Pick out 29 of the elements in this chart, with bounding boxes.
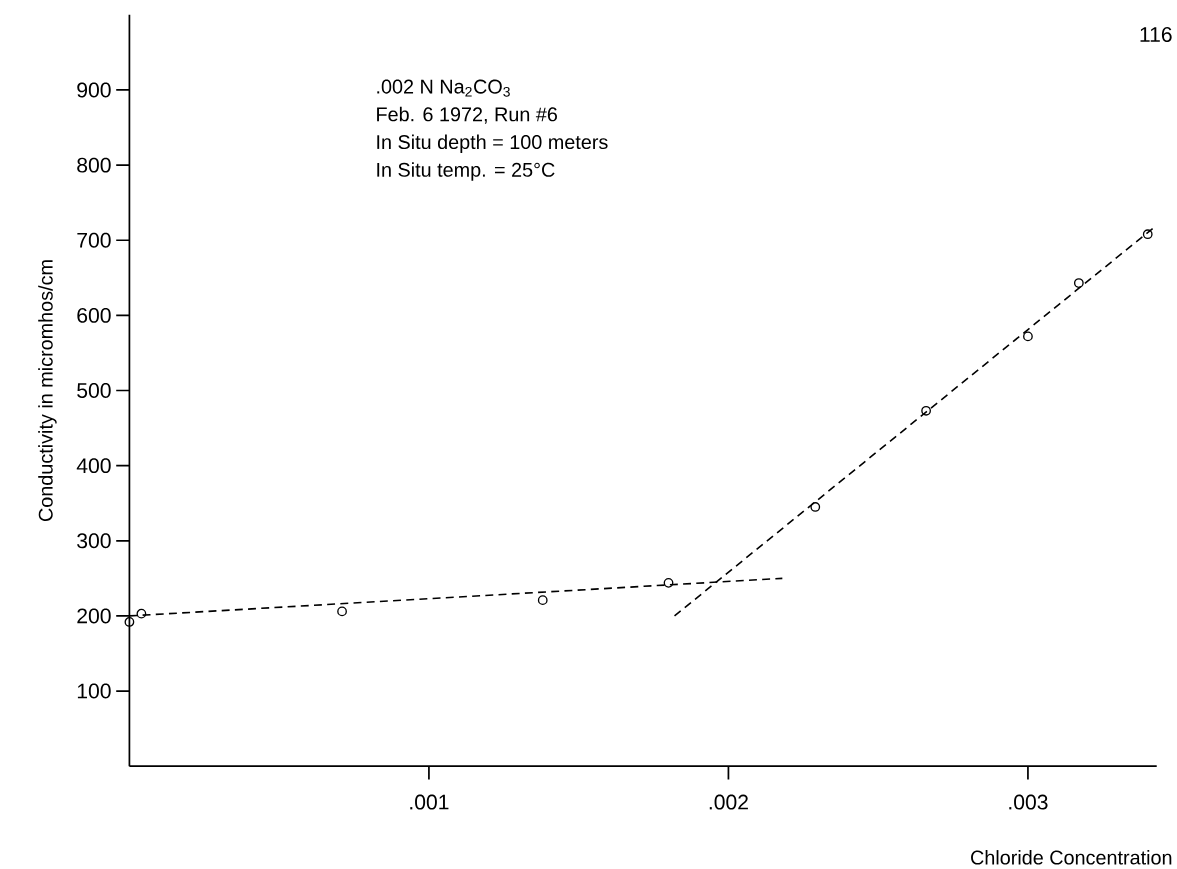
point <box>136 608 147 619</box>
annotation: In Situ temp. = 25°C <box>377 162 555 181</box>
y-tick-label: 100 <box>77 683 111 699</box>
y-tick-label: 500 <box>77 383 111 398</box>
x-tick-label: .003 <box>1009 794 1048 810</box>
point <box>124 617 135 627</box>
annotation: In Situ depth = 100 meters <box>377 134 608 154</box>
point <box>537 595 548 606</box>
y-tick-label: 200 <box>77 608 111 624</box>
y-tick-label: 900 <box>77 82 111 98</box>
point <box>337 606 347 617</box>
point <box>663 577 674 588</box>
x-tick-label: .002 <box>709 794 748 810</box>
point <box>1023 331 1033 342</box>
y-tick-label: 300 <box>77 533 111 549</box>
y-tick-label: 400 <box>76 458 111 474</box>
y-tick-label: 800 <box>77 157 111 173</box>
x-tick-label: .001 <box>410 794 449 810</box>
y-axis-title: Conductivity in micromhos/cm <box>38 260 57 522</box>
y-tick-label: 600 <box>77 307 111 323</box>
annotation: Feb. 6 1972, Run #6 <box>377 106 558 124</box>
point <box>1142 229 1153 240</box>
annotation: .002 N Na$_{2}$CO$_{3}$ <box>377 79 510 97</box>
y-tick-label: 700 <box>77 232 111 248</box>
point <box>921 405 931 416</box>
x-axis-title: Chloride Concentration <box>971 850 1172 865</box>
point <box>810 502 821 512</box>
annotation: 116 <box>1140 27 1172 42</box>
point <box>1073 278 1084 288</box>
